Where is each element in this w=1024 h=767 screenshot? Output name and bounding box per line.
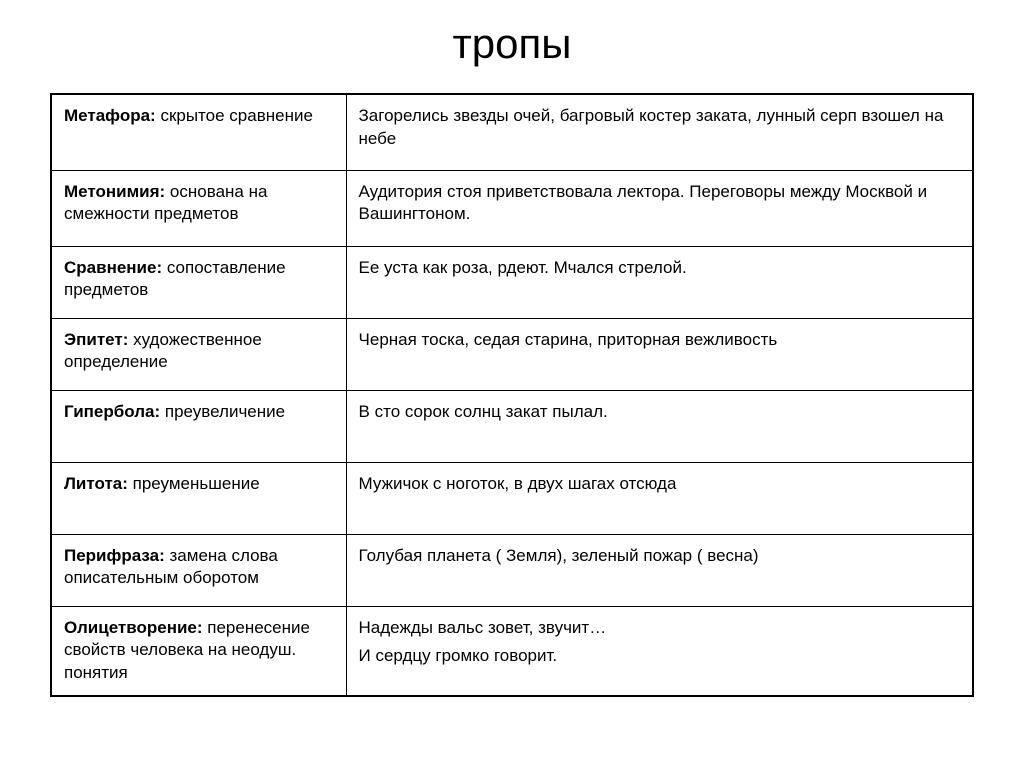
example-cell: Черная тоска, седая старина, приторная в… [346, 318, 973, 390]
term-cell: Гипербола: преувеличение [51, 390, 346, 462]
term-name: Эпитет: [64, 330, 128, 349]
term-name: Перифраза: [64, 546, 165, 565]
term-cell: Метафора: скрытое сравнение [51, 94, 346, 170]
example-cell: Загорелись звезды очей, багровый костер … [346, 94, 973, 170]
term-name: Гипербола: [64, 402, 160, 421]
table-row: Олицетворение: перенесение свойств челов… [51, 606, 973, 696]
term-name: Метонимия: [64, 182, 165, 201]
example-cell: Надежды вальс зовет, звучит… И сердцу гр… [346, 606, 973, 696]
term-name: Сравнение: [64, 258, 162, 277]
term-cell: Олицетворение: перенесение свойств челов… [51, 606, 346, 696]
example-cell: Голубая планета ( Земля), зеленый пожар … [346, 534, 973, 606]
term-name: Литота: [64, 474, 128, 493]
page-title: тропы [50, 20, 974, 68]
table-row: Перифраза: замена слова описательным обо… [51, 534, 973, 606]
tropes-table: Метафора: скрытое сравнение Загорелись з… [50, 93, 974, 697]
term-description: преувеличение [160, 402, 285, 421]
term-description: преуменьшение [128, 474, 260, 493]
table-row: Литота: преуменьшение Мужичок с ноготок,… [51, 462, 973, 534]
table-row: Сравнение: сопоставление предметов Ее ус… [51, 246, 973, 318]
term-name: Метафора: [64, 106, 156, 125]
term-cell: Литота: преуменьшение [51, 462, 346, 534]
term-cell: Метонимия: основана на смежности предмет… [51, 170, 346, 246]
table-row: Эпитет: художественное определение Черна… [51, 318, 973, 390]
term-cell: Эпитет: художественное определение [51, 318, 346, 390]
term-description: скрытое сравнение [156, 106, 313, 125]
table-row: Метонимия: основана на смежности предмет… [51, 170, 973, 246]
term-cell: Сравнение: сопоставление предметов [51, 246, 346, 318]
example-cell: В сто сорок солнц закат пылал. [346, 390, 973, 462]
table-row: Гипербола: преувеличение В сто сорок сол… [51, 390, 973, 462]
example-cell: Аудитория стоя приветствовала лектора. П… [346, 170, 973, 246]
example-line: И сердцу громко говорит. [359, 645, 960, 668]
term-name: Олицетворение: [64, 618, 203, 637]
example-cell: Мужичок с ноготок, в двух шагах отсюда [346, 462, 973, 534]
table-row: Метафора: скрытое сравнение Загорелись з… [51, 94, 973, 170]
example-line: Надежды вальс зовет, звучит… [359, 617, 960, 640]
term-cell: Перифраза: замена слова описательным обо… [51, 534, 346, 606]
example-cell: Ее уста как роза, рдеют. Мчался стрелой. [346, 246, 973, 318]
